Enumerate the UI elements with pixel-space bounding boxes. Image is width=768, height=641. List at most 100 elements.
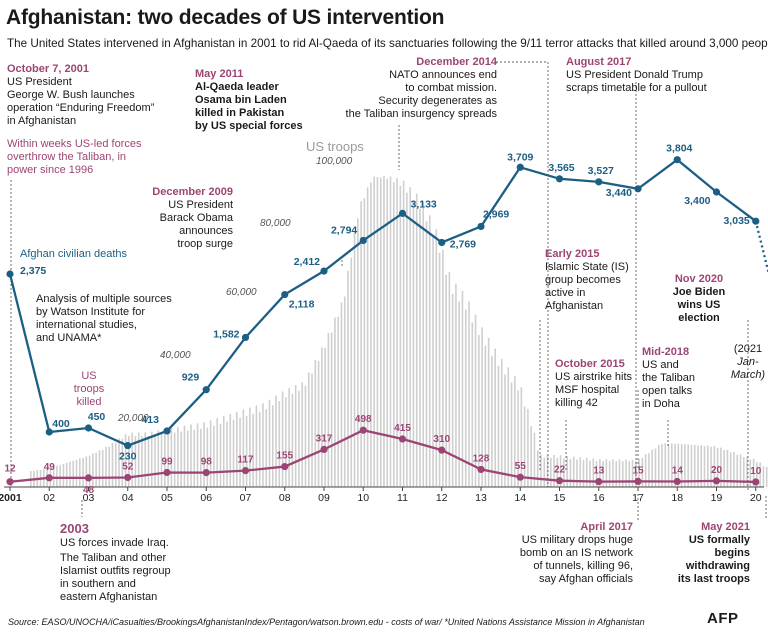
us-troops-killed-point xyxy=(595,478,603,486)
civilian-deaths-point xyxy=(320,267,328,275)
troops-bar xyxy=(621,461,624,487)
annotation-line: US President Donald Trump xyxy=(566,69,703,81)
civilian-data-label: 230 xyxy=(119,451,137,463)
troops-bar xyxy=(379,177,382,487)
us-troops-killed-point xyxy=(241,466,250,475)
annotation-date: October 7, 2001 xyxy=(7,63,89,75)
x-tick-label: 20 xyxy=(750,492,762,504)
troops-bar xyxy=(661,444,663,487)
source-note: Source: EASO/UNOCHA/iCasualties/Brooking… xyxy=(8,617,645,627)
annotation-line: of tunnels, killing 96, xyxy=(533,560,633,572)
troops-bar xyxy=(288,388,290,487)
annotation-line: US President xyxy=(168,199,233,211)
annotation-analysis: Analysis of multiple sources by Watson I… xyxy=(36,293,186,345)
troops-bar xyxy=(566,455,568,487)
annotation-line: US and xyxy=(642,359,679,371)
troops-bar xyxy=(209,420,212,487)
troops-bar xyxy=(324,348,326,487)
troops-bar xyxy=(654,448,657,487)
troops-bar xyxy=(108,446,111,487)
troops-bar xyxy=(186,430,189,487)
troops-bar xyxy=(105,446,107,487)
troops-bar xyxy=(88,455,91,487)
troops-bar xyxy=(314,359,317,487)
annotation-line: Jan- xyxy=(737,356,759,368)
troops-bar xyxy=(527,408,529,487)
troops-bar xyxy=(736,454,739,487)
troops-bar xyxy=(321,347,323,487)
civilian-deaths-point xyxy=(202,386,210,394)
x-tick-label: 19 xyxy=(711,492,723,504)
annotation-date: December 2009 xyxy=(152,186,233,198)
troops-bar xyxy=(357,218,359,487)
troops-bar xyxy=(396,178,398,488)
troops-bar xyxy=(585,457,588,487)
x-tick-label: 15 xyxy=(554,492,566,504)
us-troops-label: US troops xyxy=(306,139,364,154)
us-killed-data-label: 98 xyxy=(201,457,213,468)
troops-bar xyxy=(307,372,310,487)
troops-bar xyxy=(196,423,199,487)
troops-bar xyxy=(141,436,143,487)
civilian-data-label: 2,375 xyxy=(20,265,46,277)
troops-bar xyxy=(461,290,464,487)
troops-bar xyxy=(245,415,248,487)
troops-axis-label: 100,000 xyxy=(316,156,353,167)
troops-bar xyxy=(428,215,431,487)
annotation-within-weeks: Within weeks US-led forces overthrow the… xyxy=(7,138,177,177)
troops-bar xyxy=(399,185,402,488)
troops-bar xyxy=(425,221,428,488)
annotation-line: killed xyxy=(76,396,102,408)
us-killed-data-label: 15 xyxy=(632,465,644,476)
troops-bar xyxy=(304,385,307,487)
troops-bar xyxy=(409,187,411,487)
troops-bar xyxy=(726,449,729,487)
us-killed-data-label: 310 xyxy=(433,434,450,445)
civilian-data-label: 2,118 xyxy=(289,299,315,311)
troops-bar xyxy=(536,450,539,487)
troops-bar xyxy=(92,453,94,487)
troops-bar xyxy=(451,293,454,487)
troops-bar xyxy=(226,421,228,487)
troops-bar xyxy=(671,443,673,487)
troops-bar xyxy=(235,411,238,487)
troops-bar xyxy=(150,431,153,487)
us-killed-data-label: 498 xyxy=(355,414,372,425)
troops-bar xyxy=(693,444,696,487)
troops-bar xyxy=(657,444,660,487)
troops-bar xyxy=(154,435,156,487)
troops-bar xyxy=(484,345,487,487)
annotation-guides xyxy=(10,61,767,520)
troops-bar xyxy=(723,450,725,487)
us-troops-killed-point xyxy=(84,474,93,482)
annotation-line: bomb on an IS network xyxy=(519,547,633,559)
annotation-line: withdrawing xyxy=(685,560,750,572)
troops-bar xyxy=(595,460,598,487)
troops-bar xyxy=(563,458,565,487)
annotation-date: Nov 2020 xyxy=(674,273,724,285)
troops-bar xyxy=(697,445,699,487)
troops-bar xyxy=(216,418,218,487)
x-tick-label: 09 xyxy=(318,492,330,504)
troops-bar xyxy=(242,409,245,487)
troops-bar xyxy=(157,430,160,487)
troops-bar xyxy=(62,463,65,487)
troops-bar xyxy=(481,327,483,487)
troops-bar xyxy=(386,178,389,487)
troops-bar xyxy=(183,425,186,487)
annotation-line: US military drops huge xyxy=(521,534,633,546)
civilian-deaths-point xyxy=(477,222,485,231)
troops-bar xyxy=(523,406,526,487)
us-killed-data-label: 128 xyxy=(473,453,490,464)
annotation-line: NATO announces end xyxy=(389,69,497,81)
troops-bar xyxy=(389,176,392,487)
troops-bar xyxy=(478,334,480,487)
troops-bar xyxy=(281,391,284,487)
troops-bar xyxy=(252,413,254,487)
x-tick-label: 2001 xyxy=(0,492,22,504)
troops-bar xyxy=(406,192,408,487)
troops-bar xyxy=(173,432,176,487)
annotation-line: in Doha xyxy=(642,398,680,410)
troops-bar xyxy=(419,208,421,487)
civilian-deaths-point xyxy=(281,290,289,299)
